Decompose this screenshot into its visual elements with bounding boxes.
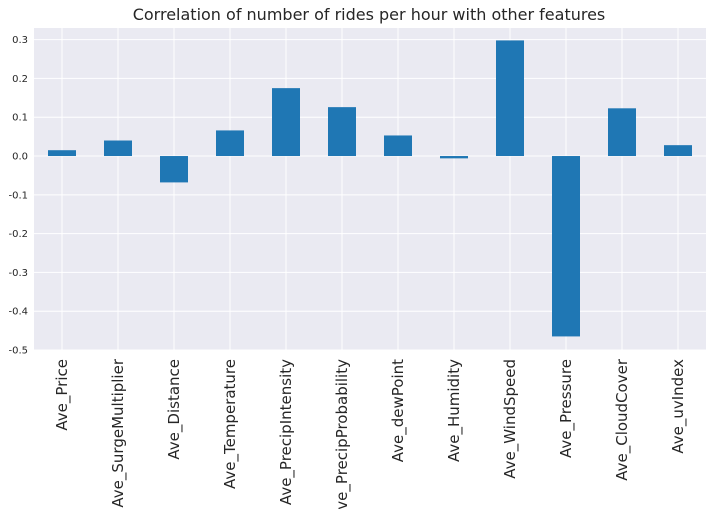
y-tick-label: 0.3 — [12, 35, 28, 46]
bar-ave-precipintensity — [272, 88, 300, 157]
grid-lines — [34, 28, 706, 351]
bar-ave-cloudcover — [608, 108, 636, 157]
x-tick-label: Ave_SurgeMultiplier — [109, 358, 128, 507]
y-tick-label: -0.5 — [8, 346, 28, 357]
bar-ave-precipprobability — [328, 107, 356, 157]
bar-ave-price — [48, 150, 76, 157]
x-tick-label: Ave_Humidity — [445, 359, 464, 462]
y-tick-label: 0.1 — [12, 113, 28, 124]
x-tick-label: Ave_CloudCover — [613, 358, 632, 481]
x-tick-label: Ave_uvIndex — [669, 359, 688, 454]
x-tick-label: Ave_PrecipProbability — [333, 359, 352, 509]
bar-ave-dewpoint — [384, 135, 412, 157]
y-tick-label: -0.1 — [8, 190, 28, 201]
bar-ave-uvindex — [664, 145, 692, 157]
x-tick-label: Ave_dewPoint — [389, 359, 408, 462]
x-tick-label: Ave_PrecipIntensity — [277, 359, 296, 505]
y-tick-label: 0.0 — [12, 152, 28, 163]
x-axis-ticks: Ave_Price Ave_SurgeMultiplier Ave_Distance… — [53, 358, 688, 509]
y-tick-label: 0.2 — [12, 74, 28, 85]
bar-ave-surgemultiplier — [104, 140, 132, 157]
bar-ave-temperature — [216, 130, 244, 157]
bar-ave-windspeed — [496, 40, 524, 157]
x-tick-label: Ave_WindSpeed — [501, 359, 520, 479]
plot-area — [34, 28, 706, 350]
y-axis-ticks: 0.3 0.2 0.1 0.0 -0.1 -0.2 -0.3 -0.4 -0.5 — [8, 35, 28, 356]
x-tick-label: Ave_Temperature — [221, 359, 240, 489]
bars — [48, 40, 692, 337]
x-tick-label: Ave_Distance — [165, 359, 184, 460]
bar-ave-humidity — [440, 156, 468, 159]
y-tick-label: -0.2 — [8, 229, 28, 240]
chart-title: Correlation of number of rides per hour … — [133, 5, 606, 24]
y-tick-label: -0.4 — [8, 307, 28, 318]
bar-ave-pressure — [552, 156, 580, 337]
y-tick-label: -0.3 — [8, 268, 28, 279]
x-tick-label: Ave_Price — [53, 359, 72, 431]
x-tick-label: Ave_Pressure — [557, 359, 576, 458]
bar-ave-distance — [160, 156, 188, 183]
